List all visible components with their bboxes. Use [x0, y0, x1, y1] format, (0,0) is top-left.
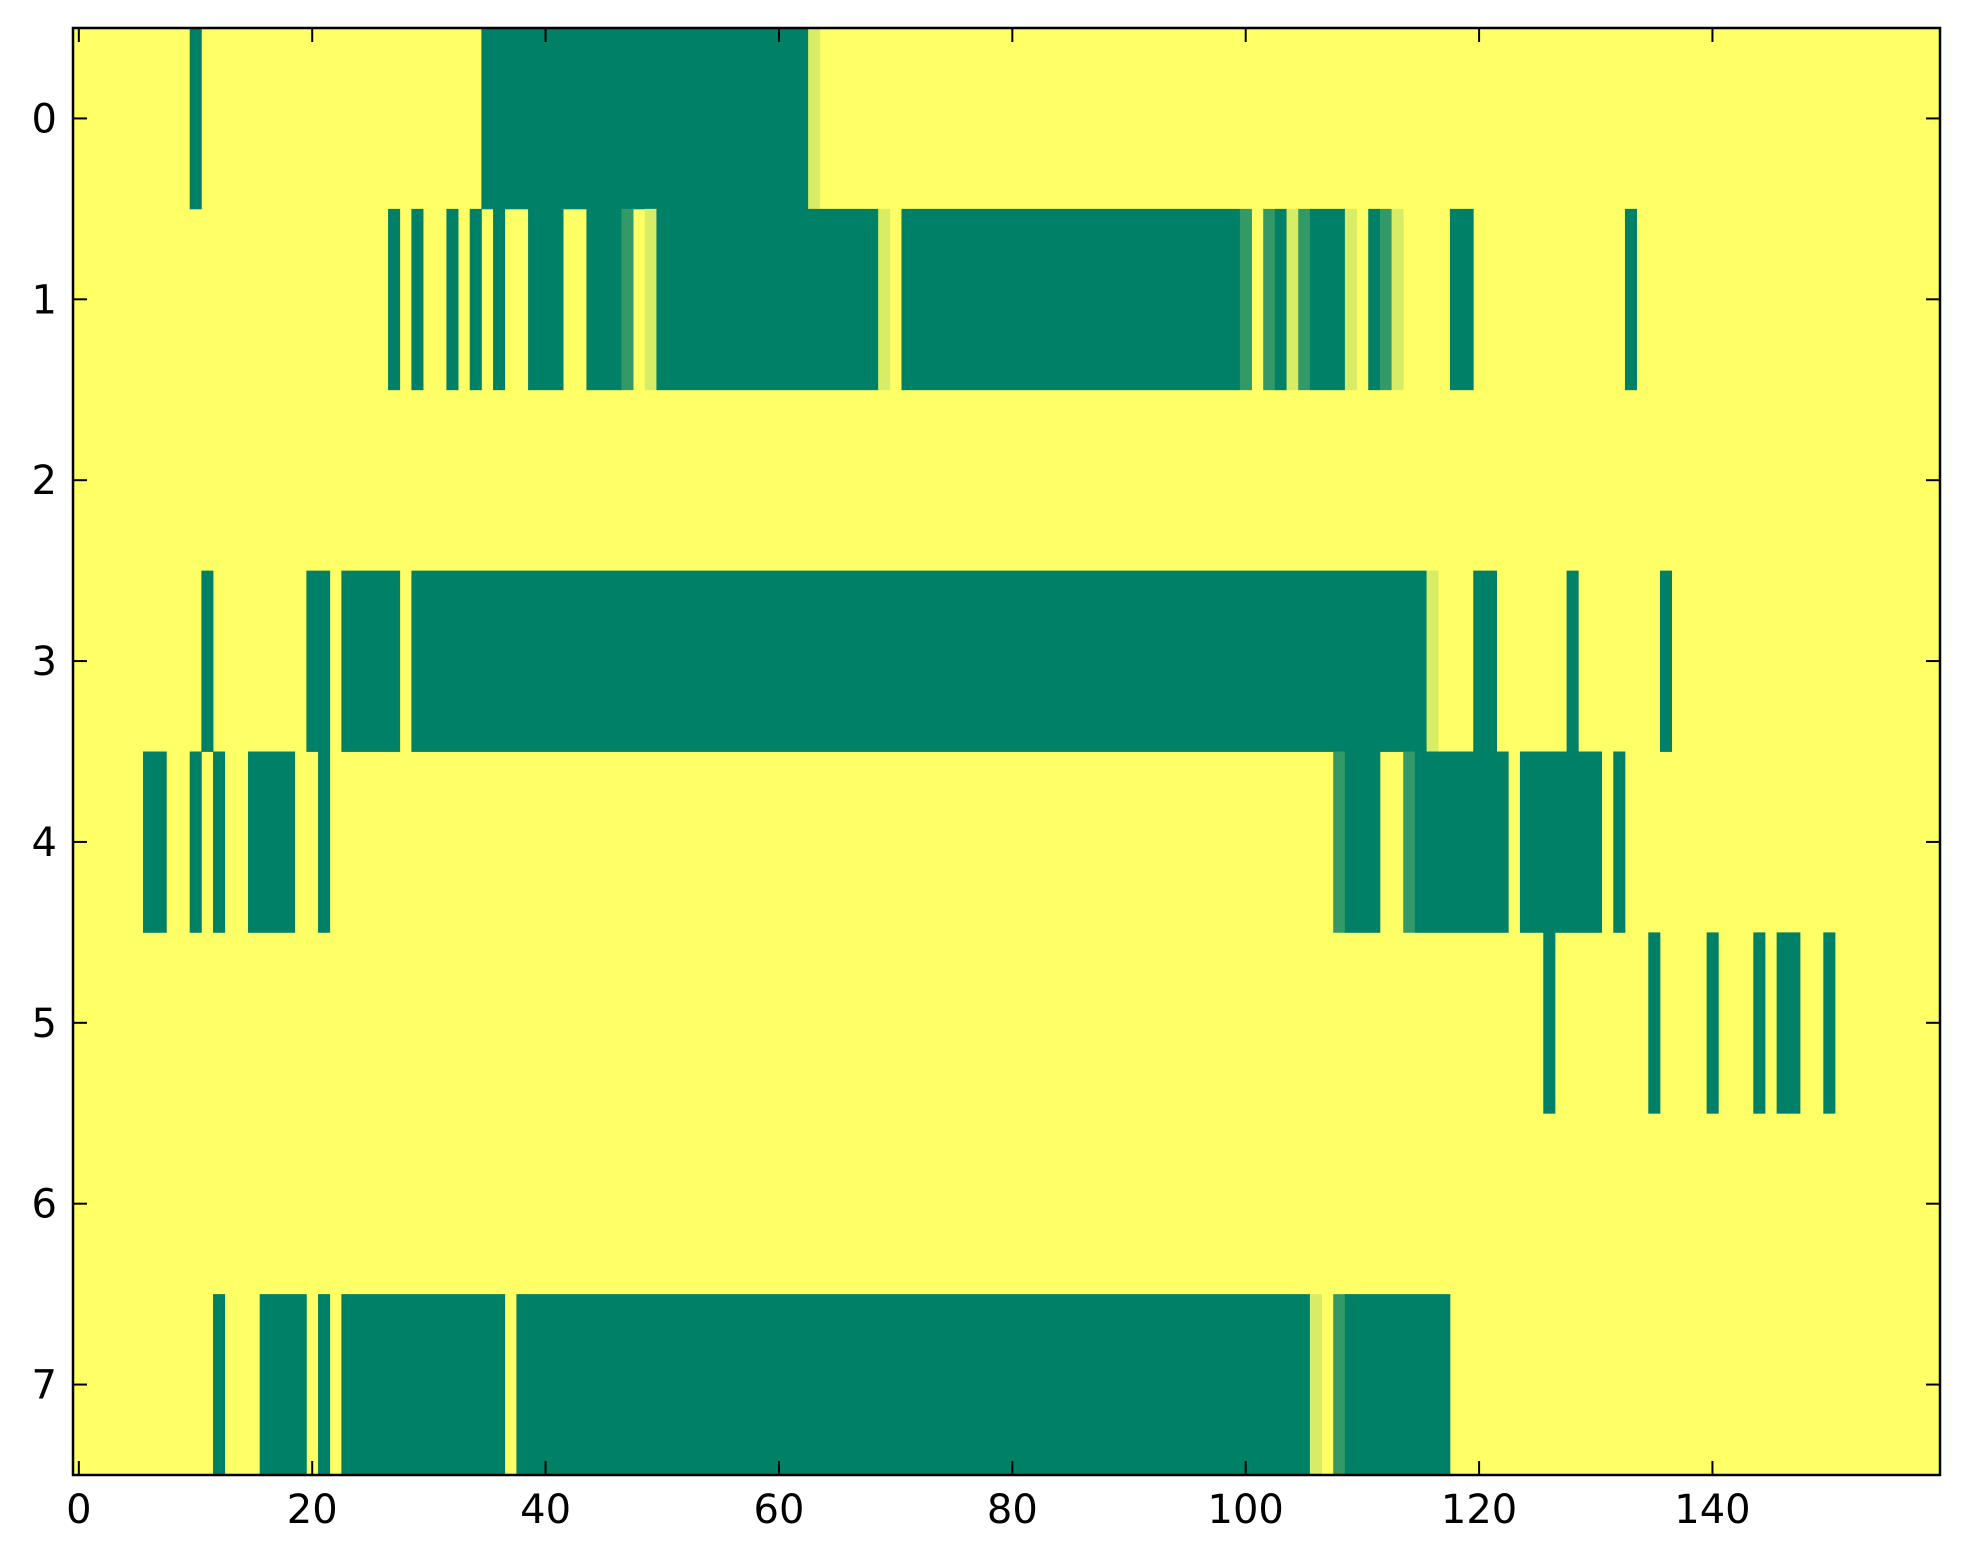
heatmap-cell [901, 208, 1241, 391]
heatmap-cell [1263, 208, 1276, 391]
heatmap-cell [1414, 751, 1509, 933]
heatmap-cell [341, 570, 401, 752]
heatmap-cell [1333, 1294, 1346, 1476]
heatmap-cell [1648, 932, 1661, 1114]
heatmap-cell [213, 751, 226, 933]
heatmap-cell [1449, 208, 1474, 391]
heatmap-cell [1823, 932, 1836, 1114]
y-tick-label: 1 [32, 277, 57, 323]
heatmap-cell [528, 208, 564, 391]
heatmap-cell [1659, 570, 1673, 752]
heatmap-cell [1309, 1294, 1322, 1476]
heatmap-cell [1239, 208, 1252, 391]
heatmap-cells [143, 28, 1836, 1476]
heatmap-cell [1391, 208, 1404, 391]
heatmap-cell [1344, 751, 1381, 933]
heatmap-cell [388, 208, 401, 391]
x-tick-label: 80 [987, 1487, 1038, 1533]
heatmap-cell [446, 208, 459, 391]
heatmap-cell [1344, 208, 1357, 391]
x-tick-label: 140 [1674, 1487, 1750, 1533]
heatmap-cell [411, 570, 1427, 752]
heatmap-cell [411, 208, 424, 391]
heatmap-cell [1519, 751, 1602, 933]
heatmap-cell [213, 1294, 226, 1476]
x-tick-label: 40 [520, 1487, 571, 1533]
heatmap-cell [1473, 570, 1497, 752]
heatmap-cell [318, 1294, 331, 1476]
y-tick-label: 4 [32, 820, 57, 866]
x-tick-label: 120 [1441, 1487, 1517, 1533]
heatmap-cell [1624, 208, 1638, 391]
heatmap-cell [1298, 208, 1311, 391]
heatmap-cell [143, 751, 167, 933]
heatmap-cell [621, 208, 634, 391]
heatmap-cell [259, 1294, 307, 1476]
heatmap-cell [469, 208, 482, 391]
heatmap-cell [201, 570, 214, 752]
heatmap-cell [1543, 932, 1556, 1114]
x-tick-label: 0 [66, 1487, 91, 1533]
y-tick-label: 3 [32, 639, 57, 685]
y-tick-label: 5 [32, 1001, 57, 1047]
heatmap-cell [586, 208, 622, 391]
heatmap-cell [1309, 208, 1346, 391]
heatmap-cell [1776, 932, 1801, 1114]
heatmap-cell [644, 208, 657, 391]
heatmap-cell [808, 28, 821, 210]
heatmap-cell [481, 28, 809, 210]
heatmap-cell [656, 208, 879, 391]
heatmap-cell [341, 1294, 506, 1476]
y-tick-label: 0 [32, 96, 57, 142]
y-tick-label: 7 [32, 1363, 57, 1409]
y-tick-label: 2 [32, 458, 57, 504]
y-tick-label: 6 [32, 1182, 57, 1228]
x-tick-label: 60 [754, 1487, 805, 1533]
y-axis-tick-labels: 0 1 2 3 4 5 6 7 [32, 96, 57, 1408]
heatmap-cell [878, 208, 891, 391]
x-tick-label: 100 [1208, 1487, 1284, 1533]
heatmap-cell [516, 1294, 1311, 1476]
x-axis-tick-labels: 0 20 40 60 80 100 120 140 [66, 1487, 1751, 1533]
heatmap-cell [248, 751, 296, 933]
heatmap-cell [1368, 208, 1381, 391]
heatmap-cell [306, 570, 331, 752]
plot-frame [71, 26, 1942, 1477]
heatmap-cell [1426, 570, 1439, 752]
heatmap-cell [318, 751, 331, 933]
heatmap-cell [189, 28, 202, 210]
heatmap-cell [1566, 570, 1579, 752]
heatmap-cell [1274, 208, 1287, 391]
heatmap-cell [1286, 208, 1299, 391]
heatmap-cell [1706, 932, 1719, 1114]
heatmap-cell [1344, 1294, 1451, 1476]
heatmap-cell [1613, 751, 1626, 933]
axis-ticks [73, 28, 1940, 1475]
heatmap-cell [493, 208, 506, 391]
heatmap-cell [1379, 208, 1392, 391]
x-tick-label: 20 [287, 1487, 338, 1533]
heatmap-cell [1403, 751, 1416, 933]
heatmap-cell [1753, 932, 1766, 1114]
heatmap-cell [1333, 751, 1346, 933]
heatmap-cell [189, 751, 202, 933]
